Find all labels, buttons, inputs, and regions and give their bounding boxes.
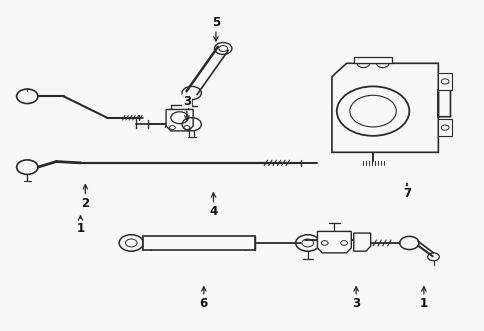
Text: 1: 1	[419, 287, 427, 310]
Text: 3: 3	[351, 287, 360, 310]
Bar	[438, 119, 451, 136]
Text: 2: 2	[81, 184, 89, 210]
Polygon shape	[317, 231, 350, 253]
Text: 3: 3	[182, 95, 191, 120]
Polygon shape	[331, 63, 450, 152]
Text: 6: 6	[199, 287, 208, 310]
Text: 7: 7	[402, 184, 410, 200]
Bar	[438, 73, 451, 90]
Text: 4: 4	[209, 193, 217, 218]
Polygon shape	[166, 110, 193, 131]
Polygon shape	[353, 233, 370, 251]
Text: 5: 5	[212, 16, 220, 41]
Bar	[353, 57, 392, 63]
Text: 1: 1	[76, 216, 84, 235]
Bar	[143, 236, 254, 250]
